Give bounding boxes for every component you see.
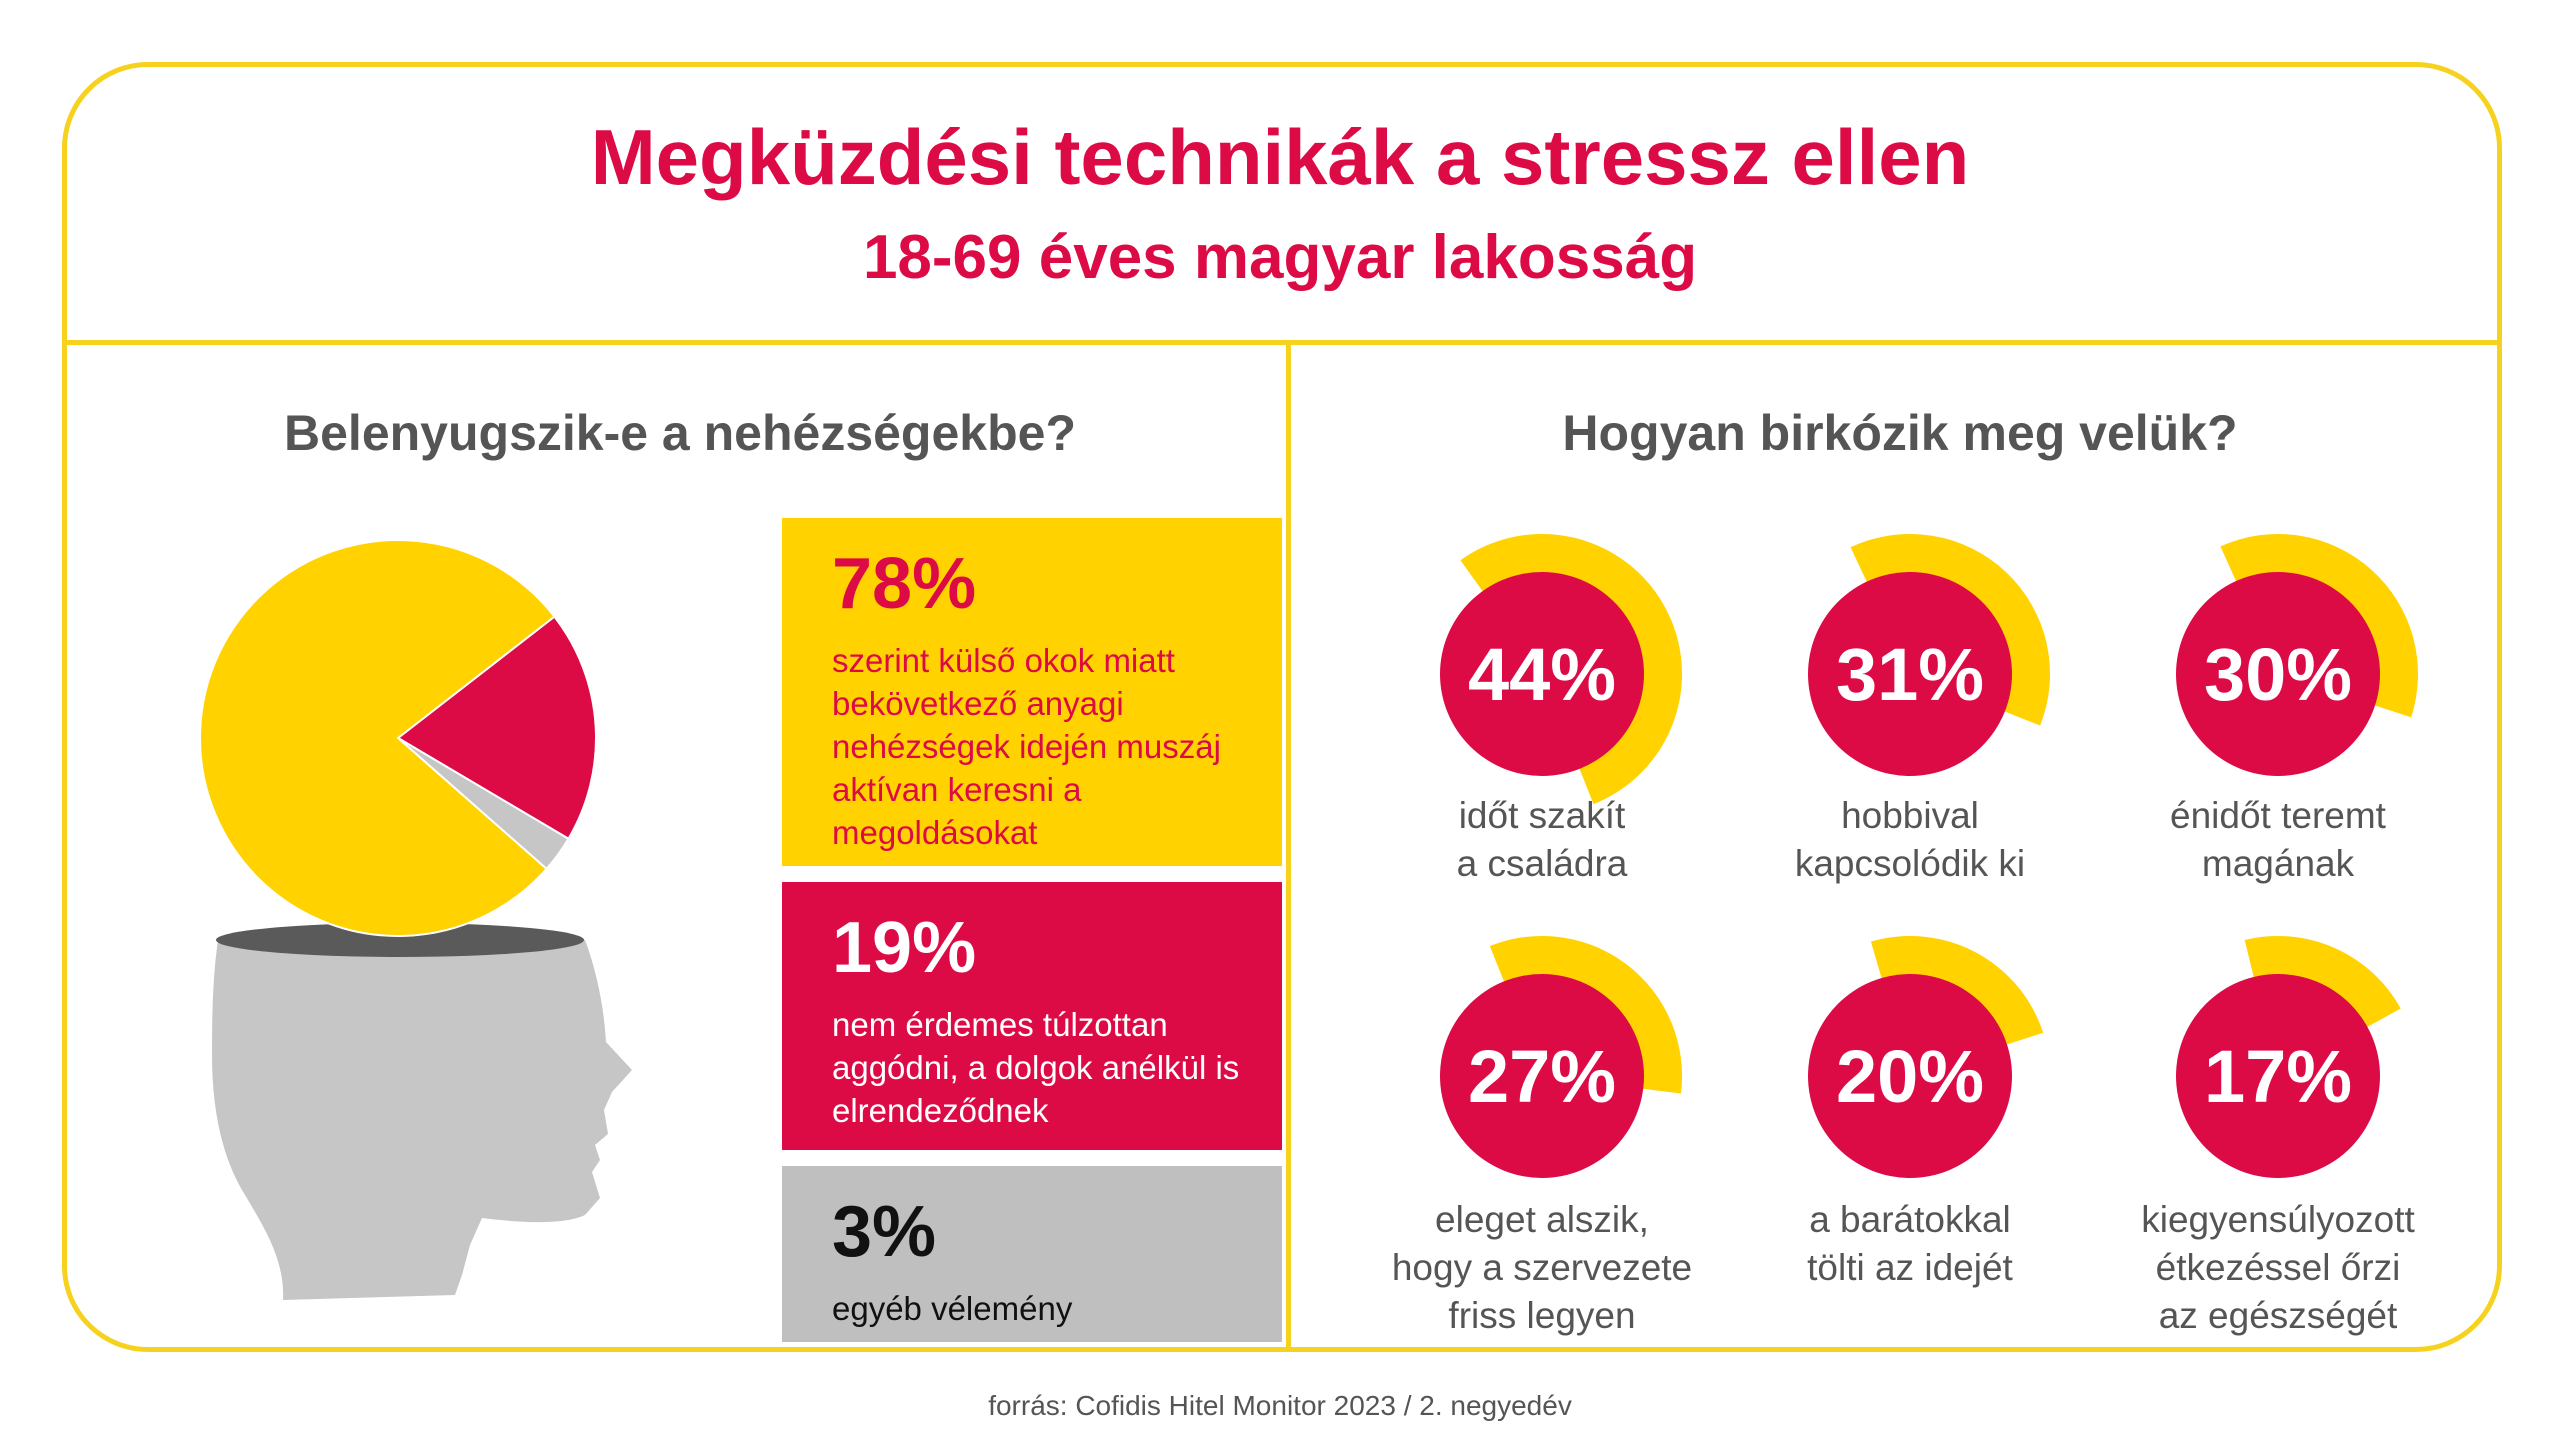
pie-slice-19: [396, 615, 597, 841]
gauge-arc: [2220, 534, 2418, 718]
gauge-circle: [1808, 974, 2012, 1178]
page-title: Megküzdési technikák a stressz ellen: [590, 113, 1970, 201]
answer-description: egyéb vélemény: [832, 1290, 1073, 1327]
gauge-1: 44%: [1392, 524, 1752, 824]
head-silhouette: [212, 940, 632, 1300]
gauge-arc: [2244, 936, 2401, 1028]
gauge-label: kiegyensúlyozott étkezéssel őrzi az egés…: [2141, 1199, 2415, 1337]
gauge-label: hobbival kapcsolódik ki: [1794, 795, 2026, 885]
gauge-2: 31%: [1760, 524, 2120, 824]
gauge-6: 17%: [2128, 926, 2488, 1226]
gauge-graphic: [2176, 936, 2401, 1178]
gauge-circle: [2176, 974, 2380, 1178]
answer-percentage: 78%: [832, 544, 977, 624]
gauge-value: 44%: [1467, 633, 1617, 716]
header-divider: [62, 340, 2502, 345]
gauge-graphic: [1440, 936, 1682, 1178]
gauge-4: 27%: [1392, 926, 1752, 1226]
gauge-5: 20%: [1760, 926, 2120, 1226]
gauge-value: 17%: [2203, 1035, 2353, 1118]
gauge-value: 20%: [1835, 1035, 1985, 1118]
answer-percentage: 3%: [832, 1192, 937, 1272]
column-divider: [1286, 340, 1291, 1352]
gauge-graphic: [2176, 534, 2418, 776]
source-note: forrás: Cofidis Hitel Monitor 2023 / 2. …: [988, 1390, 1572, 1421]
gauge-circle: [1808, 572, 2012, 776]
gauge-label: eleget alszik, hogy a szervezete friss l…: [1391, 1199, 1693, 1337]
gauge-graphic: [1440, 533, 1682, 805]
head-top-opening: [216, 923, 584, 957]
answer-percentage: 19%: [832, 908, 977, 988]
gauge-circle: [1440, 974, 1644, 1178]
gauge-value: 30%: [2203, 633, 2353, 716]
answer-box-78: 78% szerint külső okok miatt bekövetkező…: [782, 518, 1282, 866]
gauge-value: 31%: [1835, 633, 1985, 716]
right-section-title: Hogyan birkózik meg velük?: [1562, 405, 2238, 461]
infographic-frame: [62, 62, 2502, 1352]
answer-box-3: 3% egyéb vélemény: [782, 1166, 1282, 1342]
gauge-arc: [1850, 534, 2050, 726]
gauge-circle: [2176, 572, 2380, 776]
gauge-arc: [1460, 533, 1682, 805]
answer-description: nem érdemes túlzottan aggódni, a dolgok …: [832, 1006, 1240, 1129]
gauge-value: 27%: [1467, 1035, 1617, 1118]
gauge-3: 30%: [2128, 524, 2488, 824]
answer-description: szerint külső okok miatt bekövetkező any…: [832, 642, 1221, 851]
gauge-label: a barátokkal tölti az idejét: [1807, 1199, 2013, 1289]
gauge-graphic: [1808, 936, 2044, 1178]
page-subtitle: 18-69 éves magyar lakosság: [862, 223, 1698, 292]
gauge-label: időt szakít a családra: [1456, 795, 1628, 885]
answer-box-19: 19% nem érdemes túlzottan aggódni, a dol…: [782, 882, 1282, 1150]
gauge-graphic: [1808, 534, 2050, 776]
left-section-title: Belenyugszik-e a nehézségekbe?: [284, 405, 1076, 461]
gauge-circle: [1440, 572, 1644, 776]
pie-slice-78: [199, 539, 556, 937]
gauge-arc: [1870, 936, 2044, 1046]
gauge-label: énidőt teremt magának: [2170, 795, 2386, 885]
